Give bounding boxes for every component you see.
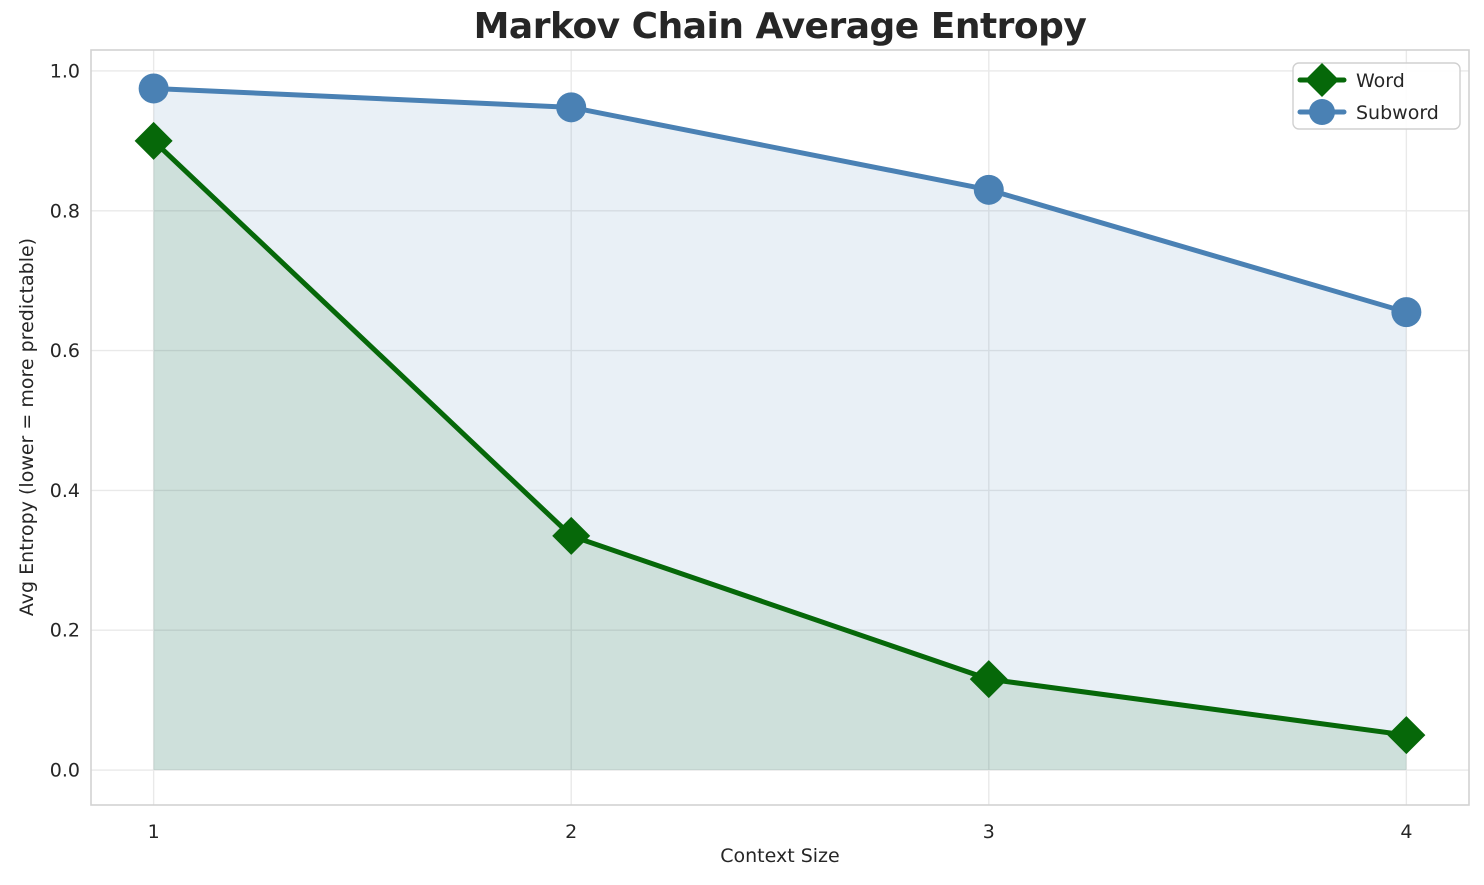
subword-marker (1391, 297, 1422, 328)
word-area (153, 140, 1407, 771)
x-tick-label: 2 (565, 821, 577, 843)
y-tick-label: 0.4 (50, 480, 80, 502)
legend-word-marker (1305, 63, 1339, 97)
y-tick-label: 0.0 (50, 760, 80, 782)
chart-title: Markov Chain Average Entropy (473, 6, 1087, 47)
plot-frame (90, 49, 1470, 806)
y-tick-label: 1.0 (50, 60, 80, 82)
subword-marker (138, 73, 169, 104)
legend-label: Subword (1356, 102, 1439, 124)
legend: Word Subword (1292, 62, 1461, 130)
word-marker (969, 660, 1008, 699)
y-axis-label: Avg Entropy (lower = more predictable) (16, 237, 38, 617)
y-tick-label: 0.6 (50, 340, 80, 362)
word-marker (552, 516, 591, 555)
subword-marker (973, 174, 1004, 205)
legend-label: Word (1356, 70, 1405, 92)
word-line (151, 138, 1409, 738)
subword-line (151, 85, 1409, 315)
word-marker (1387, 716, 1426, 755)
subword-area (153, 88, 1407, 771)
subword-marker (556, 92, 587, 123)
x-tick-label: 4 (1400, 821, 1412, 843)
word-marker (134, 121, 173, 160)
legend-subword-marker (1309, 99, 1335, 125)
x-axis-label: Context Size (720, 845, 840, 867)
x-tick-label: 3 (983, 821, 995, 843)
x-tick-label: 1 (148, 821, 160, 843)
y-tick-label: 0.8 (50, 200, 80, 222)
y-tick-label: 0.2 (50, 620, 80, 642)
